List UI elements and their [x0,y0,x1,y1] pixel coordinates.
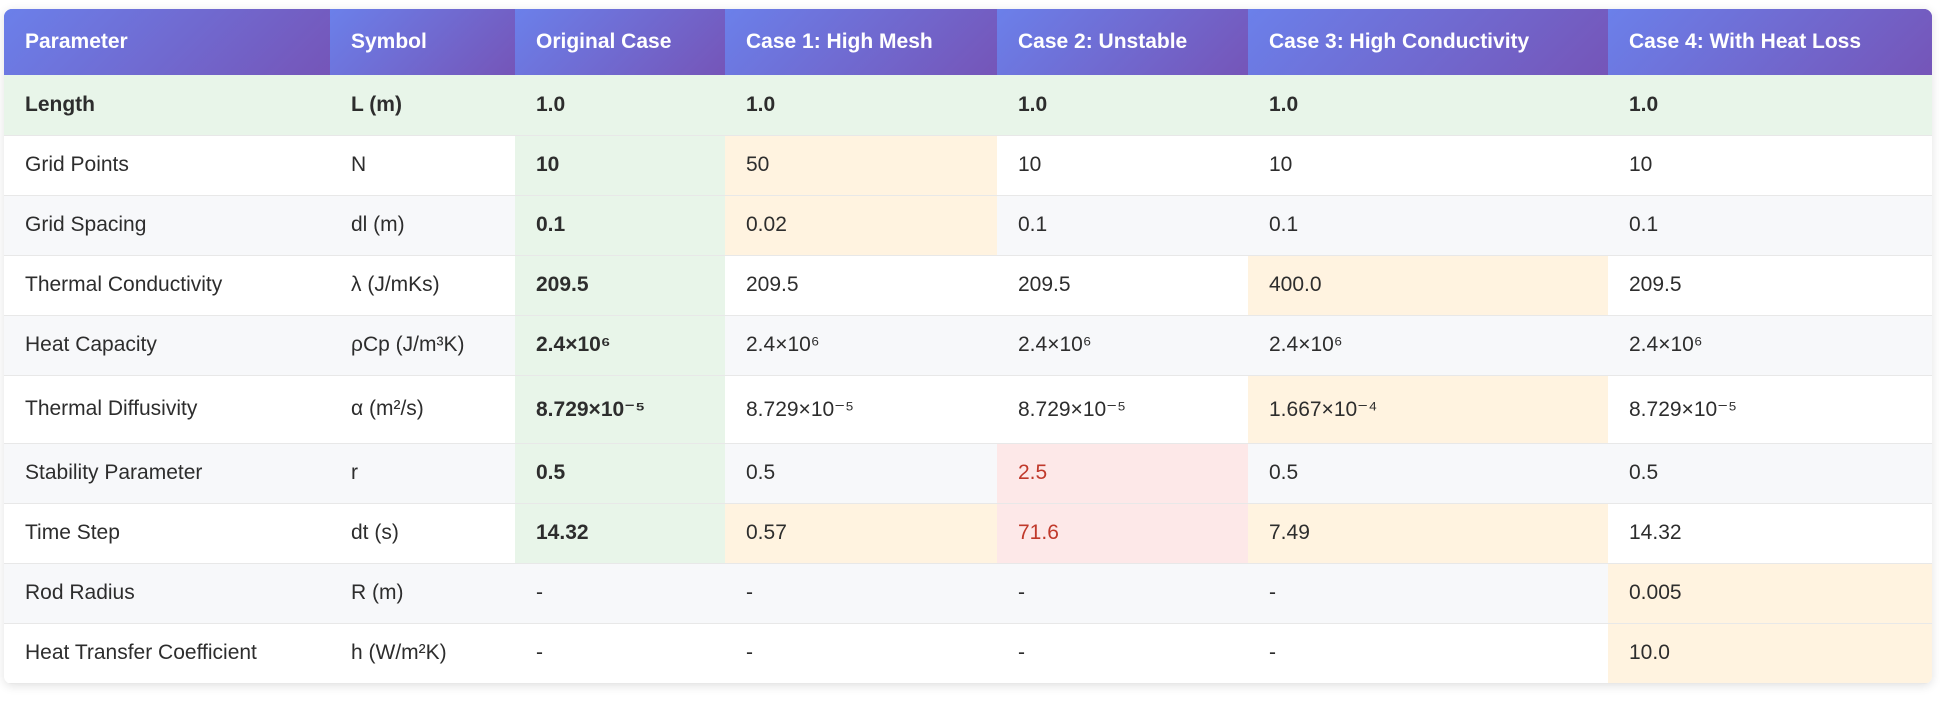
cell-case-2: 0.1 [997,195,1248,256]
cell-symbol: α (m²/s) [330,375,515,444]
cell-case-2: 8.729×10⁻⁵ [997,375,1248,444]
cell-case-3: 10 [1248,135,1608,196]
cell-original: 0.5 [515,443,725,504]
cell-case-4: 10.0 [1608,623,1932,684]
cell-parameter: Stability Parameter [4,443,330,504]
cell-case-1: 2.4×10⁶ [725,315,997,376]
table-row: Grid Points N 10 50 10 10 10 [4,135,1932,196]
cell-case-1: 50 [725,135,997,196]
cell-case-4: 0.005 [1608,563,1932,624]
cell-parameter: Thermal Diffusivity [4,375,330,444]
cell-case-3: 7.49 [1248,503,1608,564]
cell-case-2: 2.5 [997,443,1248,504]
cell-parameter: Heat Capacity [4,315,330,376]
cell-parameter: Rod Radius [4,563,330,624]
table-row: Heat Transfer Coefficient h (W/m²K) - - … [4,623,1932,684]
cell-symbol: h (W/m²K) [330,623,515,684]
cell-case-1: 1.0 [725,75,997,136]
cell-case-4: 209.5 [1608,255,1932,316]
cell-parameter: Time Step [4,503,330,564]
cell-symbol: N [330,135,515,196]
cell-parameter: Grid Points [4,135,330,196]
table-row: Length L (m) 1.0 1.0 1.0 1.0 1.0 [4,75,1932,136]
cell-case-2: 10 [997,135,1248,196]
cell-case-4: 10 [1608,135,1932,196]
cell-case-1: 8.729×10⁻⁵ [725,375,997,444]
cell-original: 10 [515,135,725,196]
cell-parameter: Grid Spacing [4,195,330,256]
header-case-4: Case 4: With Heat Loss [1608,9,1932,75]
cell-parameter: Heat Transfer Coefficient [4,623,330,684]
cell-case-1: - [725,623,997,684]
cell-case-2: 1.0 [997,75,1248,136]
cell-case-2: - [997,623,1248,684]
table-header-row: Parameter Symbol Original Case Case 1: H… [4,9,1932,75]
cell-original: 1.0 [515,75,725,136]
cell-case-3: 1.667×10⁻⁴ [1248,375,1608,444]
cell-symbol: dl (m) [330,195,515,256]
cell-case-2: 2.4×10⁶ [997,315,1248,376]
cell-symbol: L (m) [330,75,515,136]
cell-case-1: 0.5 [725,443,997,504]
cell-case-3: - [1248,623,1608,684]
cell-case-1: 209.5 [725,255,997,316]
cell-case-3: 0.5 [1248,443,1608,504]
cell-case-4: 14.32 [1608,503,1932,564]
cell-case-3: 1.0 [1248,75,1608,136]
table-row: Heat Capacity ρCp (J/m³K) 2.4×10⁶ 2.4×10… [4,315,1932,376]
cell-case-3: 400.0 [1248,255,1608,316]
cell-original: - [515,563,725,624]
cell-original: 8.729×10⁻⁵ [515,375,725,444]
table-row: Time Step dt (s) 14.32 0.57 71.6 7.49 14… [4,503,1932,564]
cell-case-4: 1.0 [1608,75,1932,136]
cell-case-4: 2.4×10⁶ [1608,315,1932,376]
cell-case-2: 209.5 [997,255,1248,316]
cell-case-4: 0.1 [1608,195,1932,256]
cell-symbol: λ (J/mKs) [330,255,515,316]
cell-parameter: Length [4,75,330,136]
header-case-2: Case 2: Unstable [997,9,1248,75]
cell-symbol: R (m) [330,563,515,624]
cell-case-1: - [725,563,997,624]
cell-case-3: 0.1 [1248,195,1608,256]
table-row: Thermal Conductivity λ (J/mKs) 209.5 209… [4,255,1932,316]
cell-original: 2.4×10⁶ [515,315,725,376]
cell-case-4: 0.5 [1608,443,1932,504]
header-symbol: Symbol [330,9,515,75]
header-original-case: Original Case [515,9,725,75]
table-row: Grid Spacing dl (m) 0.1 0.02 0.1 0.1 0.1 [4,195,1932,256]
cell-symbol: ρCp (J/m³K) [330,315,515,376]
cell-original: - [515,623,725,684]
cell-case-3: 2.4×10⁶ [1248,315,1608,376]
cell-parameter: Thermal Conductivity [4,255,330,316]
parameter-table-card: Parameter Symbol Original Case Case 1: H… [4,9,1932,684]
cell-case-1: 0.57 [725,503,997,564]
cell-original: 0.1 [515,195,725,256]
cell-symbol: r [330,443,515,504]
cell-symbol: dt (s) [330,503,515,564]
cell-case-1: 0.02 [725,195,997,256]
parameter-table: Parameter Symbol Original Case Case 1: H… [4,9,1932,684]
cell-case-2: 71.6 [997,503,1248,564]
cell-case-3: - [1248,563,1608,624]
cell-case-4: 8.729×10⁻⁵ [1608,375,1932,444]
header-case-3: Case 3: High Conductivity [1248,9,1608,75]
header-case-1: Case 1: High Mesh [725,9,997,75]
cell-original: 14.32 [515,503,725,564]
cell-original: 209.5 [515,255,725,316]
cell-case-2: - [997,563,1248,624]
header-parameter: Parameter [4,9,330,75]
table-row: Thermal Diffusivity α (m²/s) 8.729×10⁻⁵ … [4,375,1932,444]
table-row: Stability Parameter r 0.5 0.5 2.5 0.5 0.… [4,443,1932,504]
table-row: Rod Radius R (m) - - - - 0.005 [4,563,1932,624]
